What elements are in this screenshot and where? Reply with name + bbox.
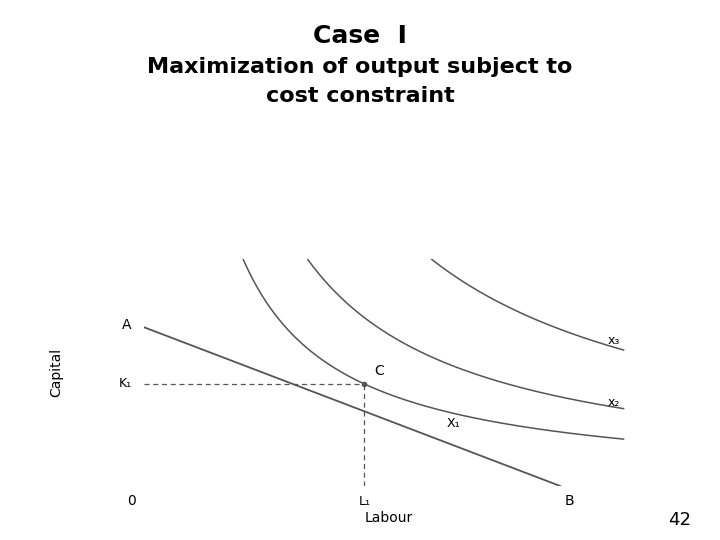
- Text: cost constraint: cost constraint: [266, 86, 454, 106]
- Text: K₁: K₁: [119, 377, 132, 390]
- Text: x₃: x₃: [608, 334, 621, 347]
- Text: x₂: x₂: [608, 396, 621, 409]
- Text: Labour: Labour: [364, 511, 413, 525]
- Text: A: A: [122, 318, 132, 332]
- Text: B: B: [565, 494, 575, 508]
- Text: Capital: Capital: [49, 348, 63, 397]
- Text: X₁: X₁: [447, 417, 461, 430]
- Text: C: C: [374, 364, 384, 378]
- Text: 42: 42: [668, 511, 691, 529]
- Text: 0: 0: [127, 494, 136, 508]
- Text: Maximization of output subject to: Maximization of output subject to: [148, 57, 572, 77]
- Text: Case  I: Case I: [313, 24, 407, 48]
- Text: L₁: L₁: [359, 495, 370, 508]
